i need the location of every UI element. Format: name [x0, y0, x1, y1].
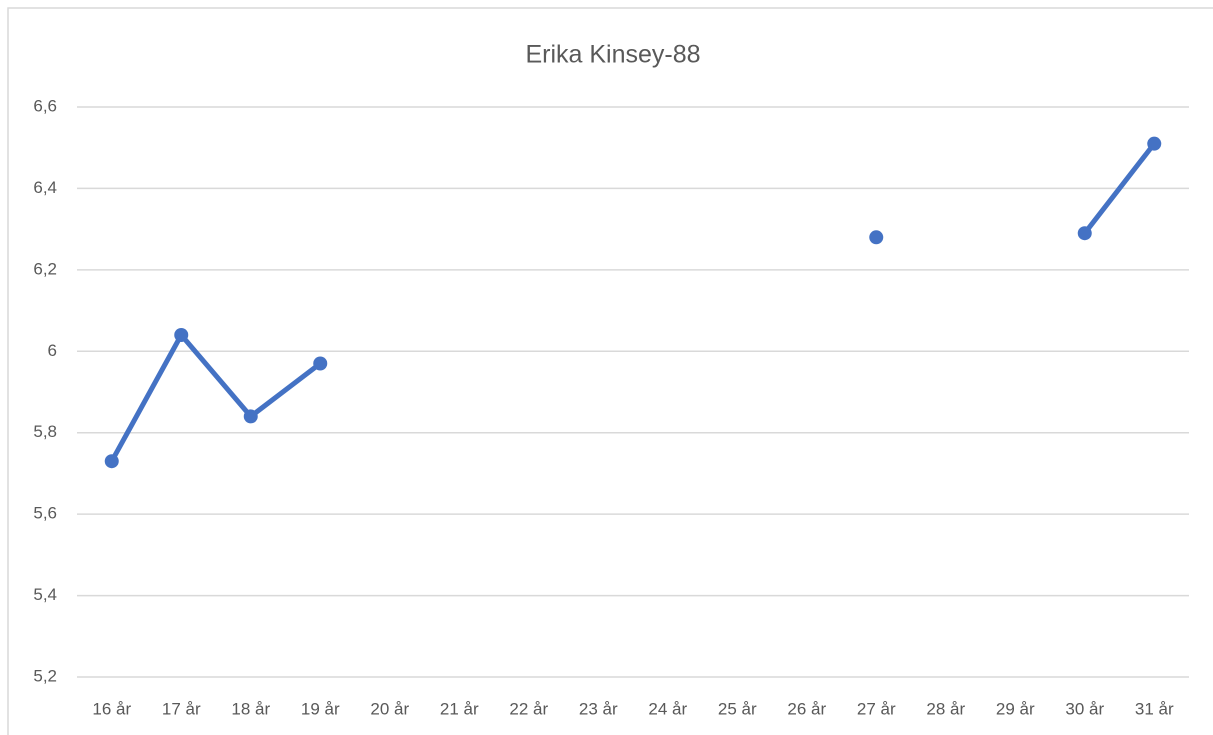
x-tick-label: 20 år [370, 699, 409, 718]
chart-frame [7, 7, 1213, 735]
x-tick-label: 16 år [92, 699, 131, 718]
y-tick-label: 5,8 [33, 422, 57, 441]
x-tick-label: 24 år [648, 699, 687, 718]
y-tick-label: 6,4 [33, 178, 57, 197]
x-tick-label: 29 år [996, 699, 1035, 718]
y-tick-label: 5,4 [33, 585, 57, 604]
x-tick-label: 30 år [1065, 699, 1104, 718]
y-tick-label: 6,6 [33, 96, 57, 115]
x-tick-label: 27 år [857, 699, 896, 718]
data-point [313, 356, 328, 371]
y-tick-label: 5,6 [33, 504, 57, 523]
data-point [1077, 226, 1092, 241]
data-point [869, 230, 884, 245]
chart-title: Erika Kinsey-88 [525, 41, 700, 69]
x-tick-label: 21 år [440, 699, 479, 718]
data-point [174, 328, 189, 342]
x-tick-label: 17 år [162, 699, 201, 718]
data-point [104, 454, 119, 469]
series-line [109, 141, 1157, 464]
x-tick-label: 31 år [1135, 699, 1174, 718]
x-tick-label: 28 år [926, 699, 965, 718]
y-tick-label: 6 [48, 341, 57, 360]
x-tick-label: 26 år [787, 699, 826, 718]
data-point [1147, 136, 1162, 151]
x-tick-label: 18 år [231, 699, 270, 718]
x-tick-label: 23 år [579, 699, 618, 718]
y-tick-label: 6,2 [33, 259, 57, 278]
y-tick-label: 5,2 [33, 666, 57, 685]
x-tick-label: 19 år [301, 699, 340, 718]
x-tick-label: 22 år [509, 699, 548, 718]
data-point [243, 409, 258, 424]
x-tick-label: 25 år [718, 699, 757, 718]
